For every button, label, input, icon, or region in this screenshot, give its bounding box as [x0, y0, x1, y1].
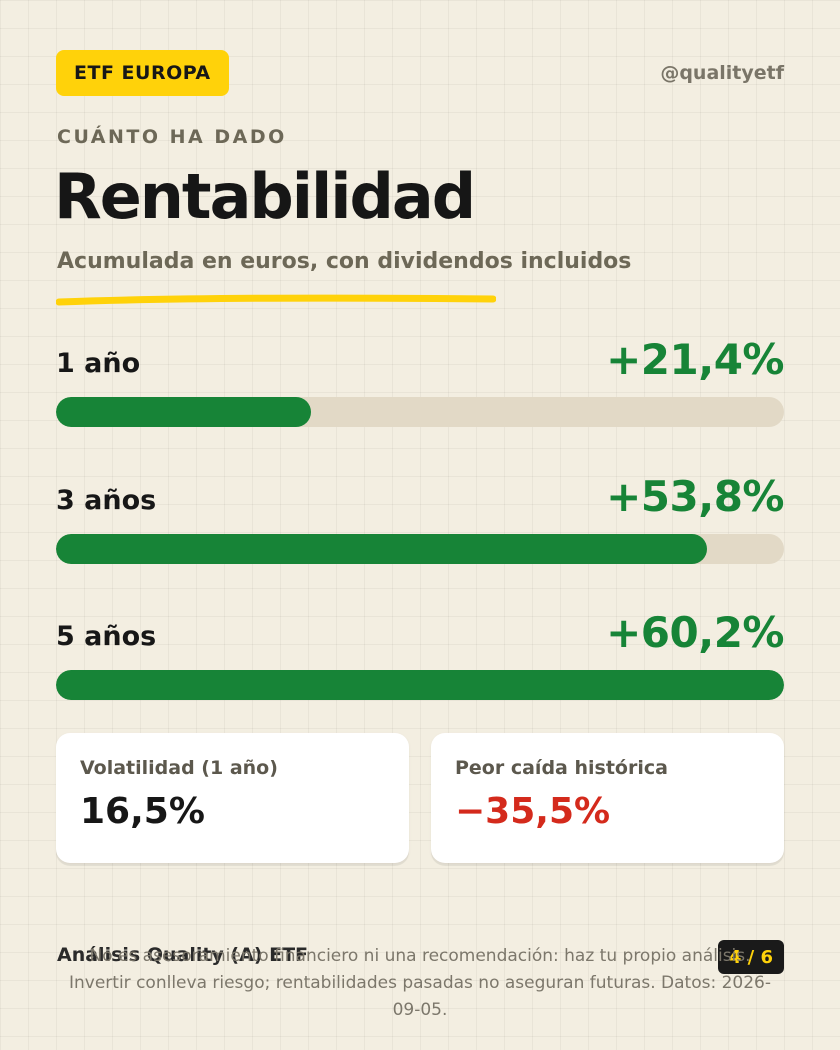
- page-indicator: 4 / 6: [717, 940, 784, 974]
- return-value: +21,4%: [606, 335, 784, 384]
- category-badge: ETF EUROPA: [56, 50, 229, 96]
- footer-brand: Análisis Quality (A) ETF: [57, 944, 309, 966]
- max-drawdown-value: −35,5%: [455, 791, 611, 832]
- volatility-value: 16,5%: [80, 791, 205, 832]
- return-value: +60,2%: [606, 608, 784, 657]
- return-label: 3 años: [56, 485, 157, 516]
- return-label: 5 años: [56, 621, 157, 652]
- highlight-underline: [56, 294, 496, 306]
- return-bar-fill: [56, 397, 311, 427]
- max-drawdown-label: Peor caída histórica: [455, 757, 668, 779]
- max-drawdown-card: Peor caída histórica −35,5%: [431, 733, 784, 863]
- page-title: Rentabilidad: [54, 160, 476, 233]
- disclaimer-text: No es asesoramiento financiero ni una re…: [69, 946, 771, 1020]
- page-subtitle: Acumulada en euros, con dividendos inclu…: [57, 249, 632, 274]
- return-bar-track: [56, 670, 784, 700]
- return-bar-fill: [56, 670, 784, 700]
- section-kicker: CUÁNTO HA DADO: [57, 126, 287, 148]
- return-bar-fill: [56, 534, 707, 564]
- return-bar-track: [56, 534, 784, 564]
- social-handle: @qualityetf: [660, 62, 784, 84]
- return-label: 1 año: [56, 348, 141, 379]
- volatility-label: Volatilidad (1 año): [80, 757, 278, 779]
- return-value: +53,8%: [606, 472, 784, 521]
- return-bar-track: [56, 397, 784, 427]
- volatility-card: Volatilidad (1 año) 16,5%: [56, 733, 409, 863]
